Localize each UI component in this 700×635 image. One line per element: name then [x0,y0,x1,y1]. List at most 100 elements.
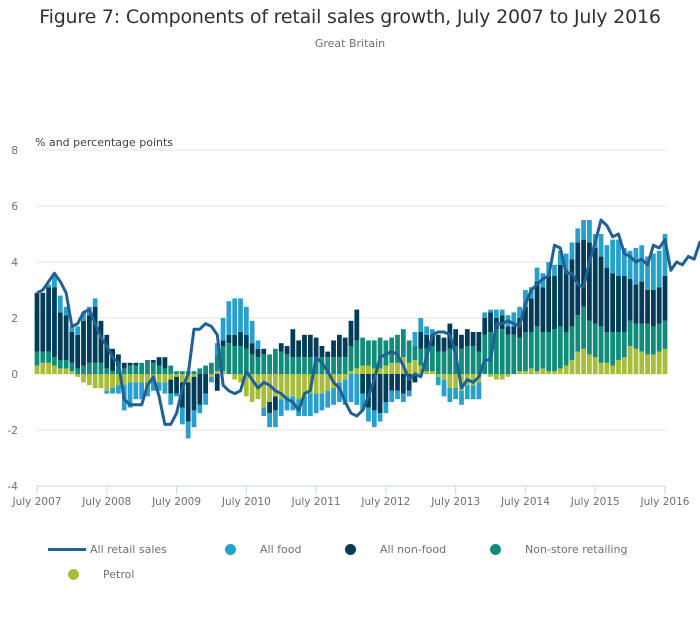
bar-all-food [459,390,464,405]
bar-all-food [418,318,424,332]
bar-all-food [377,413,383,422]
bar-non-store-retailing [209,362,214,374]
bar-all-food [249,320,255,344]
bar-petrol [377,368,383,374]
bar-all-food [319,393,325,411]
bar-non-store-retailing [168,365,174,374]
bar-all-food [168,393,174,405]
legend-item-all-retail-sales[interactable]: All retail sales [48,543,167,556]
bar-non-store-retailing [662,320,668,349]
bar-petrol [412,360,418,374]
bar-all-non-food [400,374,406,394]
bar-non-store-retailing [302,357,307,374]
bar-petrol [185,374,191,383]
bar-all-food [331,388,336,405]
bar-all-food [284,396,290,411]
bar-petrol [249,374,255,402]
bar-petrol [191,374,197,377]
bar-all-food [313,393,319,414]
bar-non-store-retailing [290,357,296,374]
bar-petrol [127,374,133,383]
bar-all-food [552,264,557,276]
bar-all-non-food [243,334,249,349]
y-tick-label: 2 [11,313,18,325]
bar-all-non-food [81,320,86,366]
bar-petrol [319,374,325,394]
bar-all-non-food [528,298,534,332]
bar-all-non-food [261,348,267,355]
bar-all-non-food [435,334,441,352]
legend-item-all-non-food[interactable]: All non-food [345,543,446,556]
bar-all-non-food [162,357,168,369]
bar-non-store-retailing [86,362,92,374]
bar-all-non-food [523,306,528,332]
bar-all-non-food [290,329,296,358]
bar-non-store-retailing [203,365,209,374]
legend-item-all-food[interactable]: All food [225,543,301,556]
bar-non-store-retailing [430,346,435,372]
bar-petrol [563,365,569,374]
bar-all-non-food [214,374,220,391]
bar-petrol [523,371,528,374]
bar-non-store-retailing [63,360,69,369]
bar-all-non-food [598,256,604,327]
bar-all-non-food [284,346,290,355]
legend-label: Non-store retailing [525,543,628,556]
y-tick-label: 4 [11,257,18,269]
bar-petrol [69,371,75,374]
y-axis-ticks: 8 6 4 2 0 -2 -4 [8,145,19,493]
bar-non-store-retailing [360,337,366,366]
bar-non-store-retailing [621,332,627,358]
bar-petrol [406,362,412,374]
bar-petrol [418,365,424,374]
bar-all-food [563,253,569,271]
bar-petrol [488,374,493,377]
bar-petrol [156,374,162,383]
x-axis: July 2007 July 2008 July 2009 July 2010 July… [12,485,690,508]
bar-non-store-retailing [435,351,441,374]
bar-all-food [517,306,523,318]
bar-all-non-food [156,357,162,366]
bar-all-food [57,295,63,313]
bar-petrol [424,371,429,374]
bar-non-store-retailing [174,371,179,374]
bar-non-store-retailing [645,323,650,355]
bar-all-food [575,228,581,243]
bar-non-store-retailing [505,334,511,374]
bar-all-food [354,374,360,405]
bar-non-store-retailing [563,332,569,366]
bar-non-store-retailing [220,346,226,372]
legend-item-petrol[interactable]: Petrol [68,568,134,581]
bar-non-store-retailing [267,354,272,374]
bar-non-store-retailing [179,371,185,374]
bar-all-food [581,220,586,240]
bar-all-food [267,413,272,428]
bar-all-non-food [331,340,336,358]
bar-non-store-retailing [214,354,220,372]
bar-all-non-food [226,334,232,344]
bar-petrol [557,368,563,374]
bar-all-food [598,234,604,257]
bar-all-non-food [249,343,255,355]
bar-all-non-food [104,334,110,369]
bar-all-food [336,382,342,402]
bar-petrol [633,348,639,374]
bar-petrol [267,374,272,402]
bar-petrol [575,351,581,374]
bar-non-store-retailing [40,351,46,363]
bar-all-food [633,248,639,285]
bar-all-non-food [546,276,552,332]
bar-all-food [92,298,98,307]
bar-non-store-retailing [534,326,540,372]
bar-all-food [214,343,220,355]
legend-item-non-store-retailing[interactable]: Non-store retailing [490,543,627,556]
bar-petrol [174,374,179,377]
bar-petrol [278,374,284,400]
legend-label: All food [260,543,302,556]
bar-non-store-retailing [336,357,342,374]
bar-all-non-food [621,276,627,332]
bar-non-store-retailing [243,348,249,374]
bar-all-food [645,256,650,290]
bar-non-store-retailing [395,334,400,363]
bar-non-store-retailing [523,332,528,372]
